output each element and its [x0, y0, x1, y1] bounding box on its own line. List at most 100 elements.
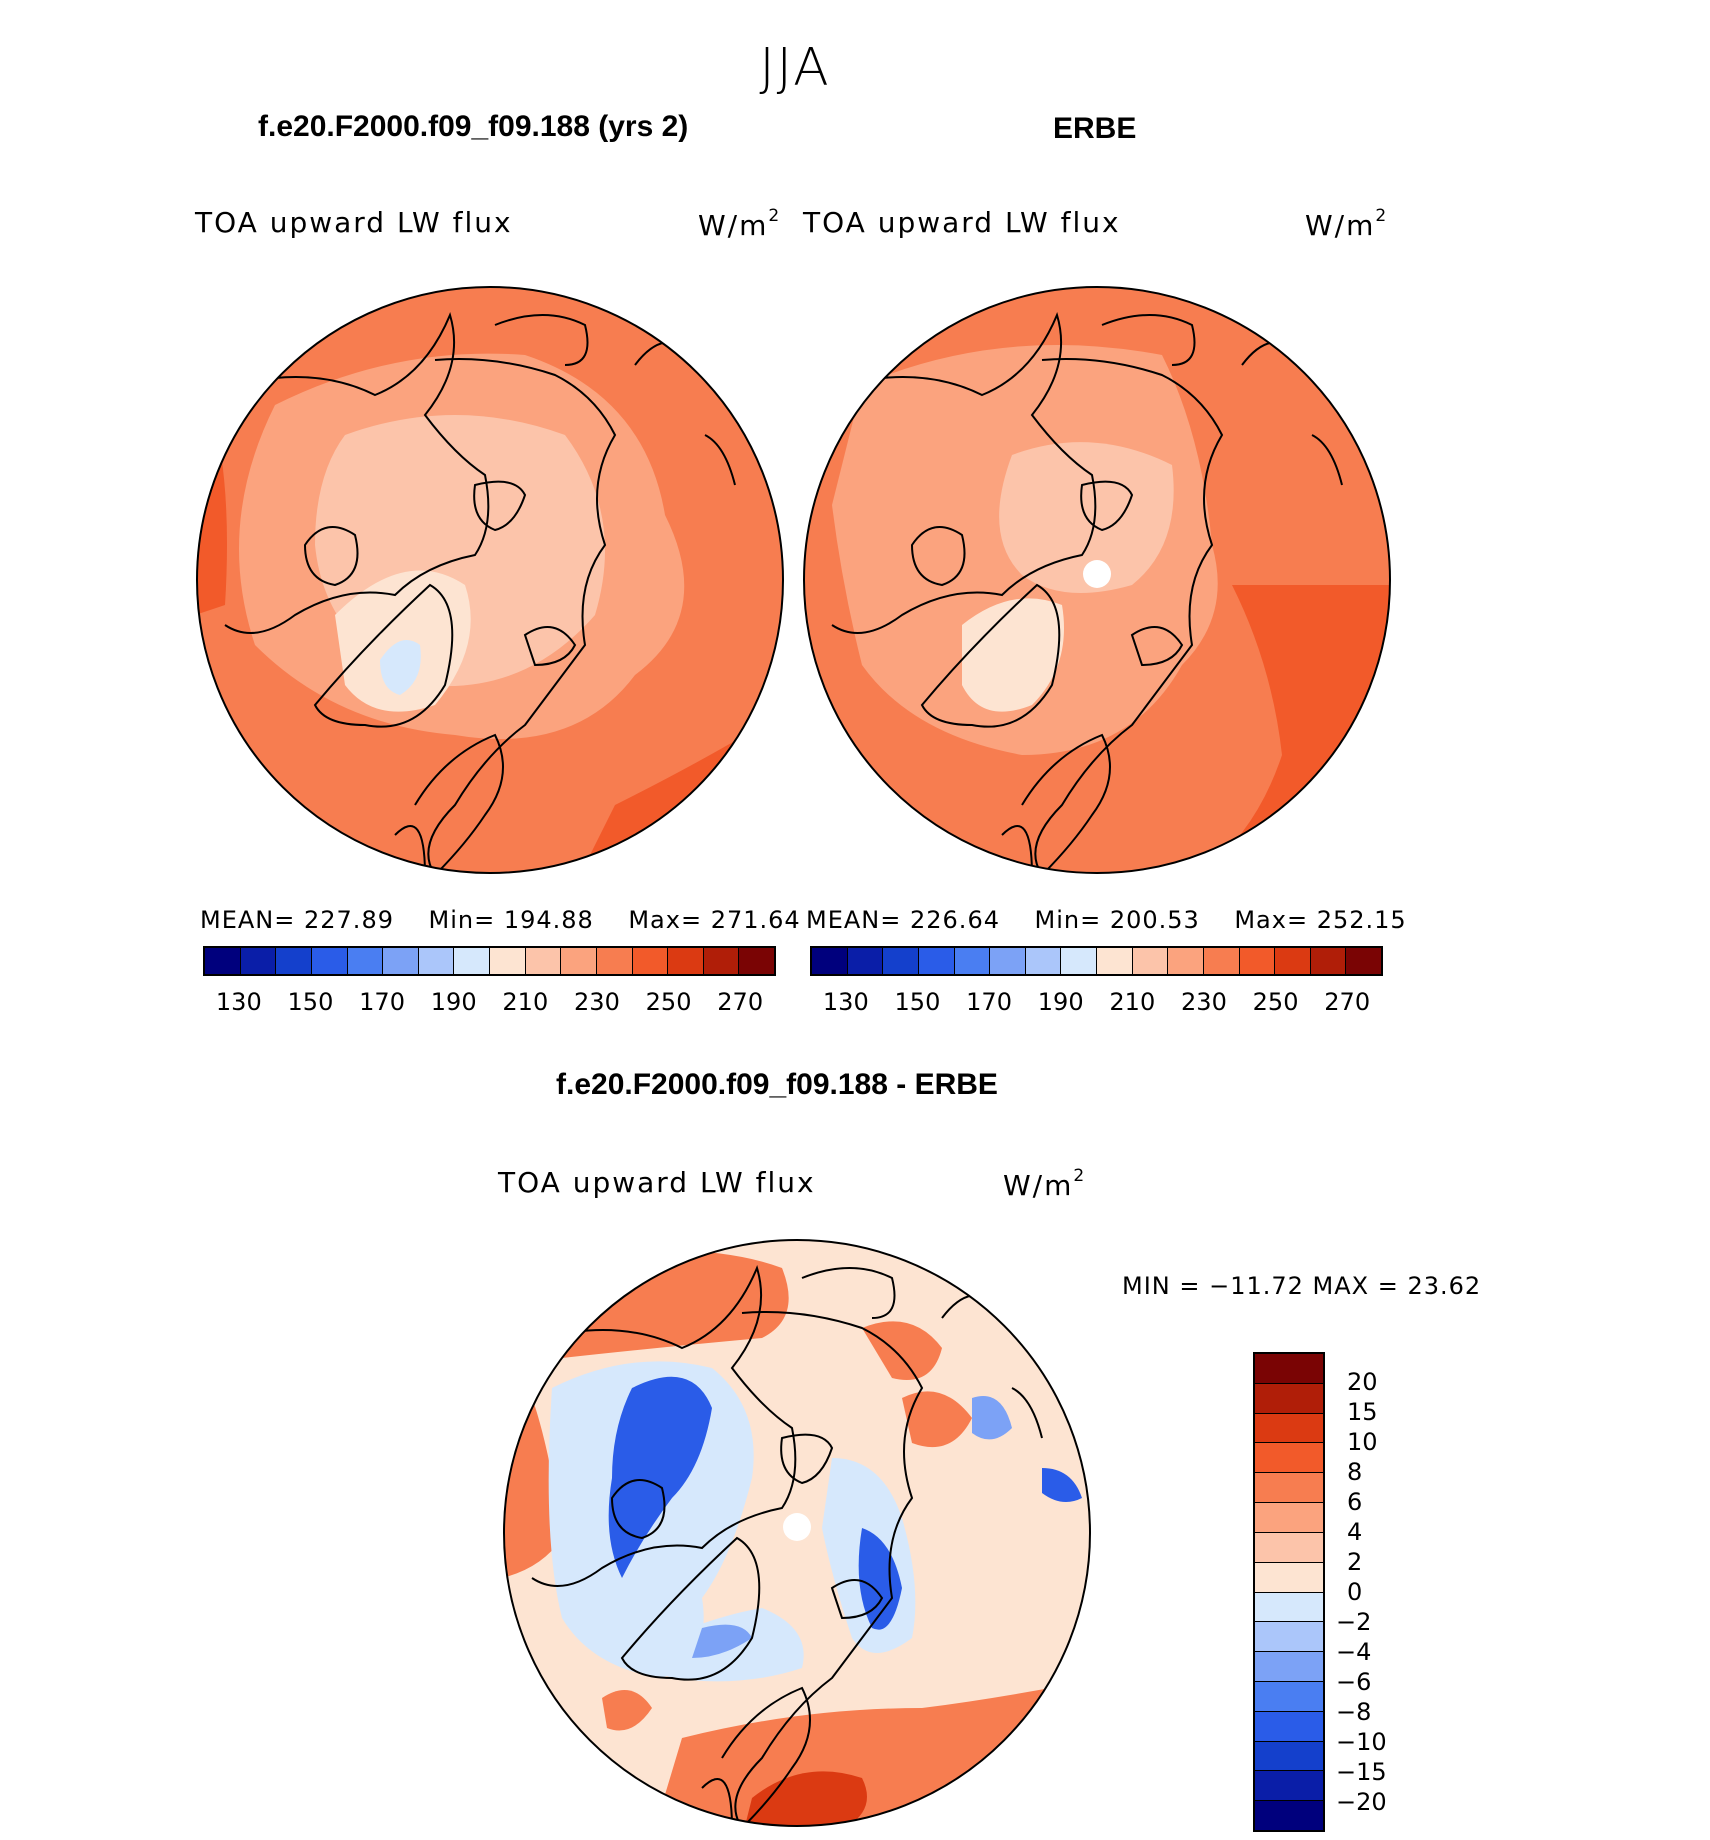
model-colorbar-cell [347, 948, 384, 974]
diff-colorbar-tick-label: −2 [1336, 1608, 1372, 1636]
obs-colorbar-cell [1025, 948, 1062, 974]
map-contour-region [742, 1771, 867, 1826]
model-polar-map [195, 285, 785, 875]
map-contour-region [862, 1321, 942, 1380]
obs-colorbar-cell [1346, 948, 1381, 974]
diff-colorbar-tick-label: 2 [1347, 1548, 1363, 1576]
model-stats: MEAN= 227.89 Min= 194.88 Max= 271.64 [200, 906, 801, 934]
diff-variable-label: TOA upward LW flux [498, 1166, 816, 1199]
model-colorbar-cell [739, 948, 774, 974]
model-units: W/m2 [698, 206, 780, 242]
obs-colorbar-cell [1097, 948, 1133, 974]
model-colorbar-cell [632, 948, 669, 974]
obs-colorbar-tick-label: 150 [894, 988, 941, 1016]
obs-colorbar-tick-label: 130 [822, 988, 869, 1016]
map-contour-region [962, 598, 1064, 712]
diff-colorbar-cell [1255, 1532, 1323, 1563]
obs-colorbar-cell [847, 948, 884, 974]
model-colorbar-cell [418, 948, 455, 974]
figure-title: JJA [759, 38, 831, 98]
obs-colorbar-tick-label: 250 [1252, 988, 1299, 1016]
map-contour-region [602, 1690, 652, 1731]
model-colorbar-tick-label: 230 [574, 988, 620, 1016]
model-colorbar-cell [525, 948, 562, 974]
diff-colorbar-cell [1255, 1622, 1323, 1653]
model-colorbar-cell [276, 948, 312, 974]
diff-colorbar-tick-label: −20 [1336, 1788, 1387, 1816]
obs-colorbar-tick-label: 190 [1037, 988, 1084, 1016]
map-contour-region [858, 1528, 902, 1630]
diff-colorbar-cell [1255, 1592, 1323, 1623]
model-colorbar-cell [454, 948, 490, 974]
model-colorbar-tick-label: 150 [287, 988, 334, 1016]
diff-colorbar-ticks: 20 15 10 8 6 4 2 0 −2 −4 −6 −8 −10 −15 −20 [1336, 1352, 1416, 1832]
model-colorbar-cell [490, 948, 526, 974]
diff-colorbar-tick-label: −10 [1336, 1728, 1387, 1756]
map-contour-region [608, 1376, 712, 1578]
diff-panel-title: f.e20.F2000.f09_f09.188 - ERBE [556, 1068, 998, 1101]
map-contour-region [692, 1624, 752, 1658]
diff-colorbar-tick-label: 10 [1347, 1428, 1378, 1456]
diff-colorbar-tick-label: 15 [1347, 1398, 1378, 1426]
obs-colorbar-cell [1168, 948, 1204, 974]
obs-colorbar-tick-label: 210 [1109, 988, 1156, 1016]
model-colorbar-cell [205, 948, 241, 974]
obs-panel-title: ERBE [1053, 112, 1137, 145]
obs-stats: MEAN= 226.64 Min= 200.53 Max= 252.15 [806, 906, 1407, 934]
obs-variable-label: TOA upward LW flux [803, 206, 1121, 239]
diff-colorbar-tick-label: 0 [1347, 1578, 1363, 1606]
model-colorbar-tick-label: 210 [502, 988, 549, 1016]
diff-colorbar-cell [1255, 1771, 1323, 1802]
model-colorbar-tick-label: 130 [215, 988, 262, 1016]
model-variable-label: TOA upward LW flux [195, 206, 513, 239]
obs-colorbar-cell [1239, 948, 1276, 974]
diff-colorbar-cell [1255, 1681, 1323, 1712]
map-contour-region [380, 640, 421, 695]
obs-polar-map [802, 285, 1392, 875]
diff-colorbar-tick-label: −6 [1336, 1668, 1372, 1696]
obs-colorbar-cell [812, 948, 848, 974]
obs-colorbar-cell [1061, 948, 1097, 974]
model-colorbar-ticks: 130 150 170 190 210 230 250 270 [203, 988, 776, 1018]
model-colorbar-cell [703, 948, 740, 974]
diff-colorbar-cell [1255, 1413, 1323, 1444]
obs-colorbar-cell [883, 948, 919, 974]
diff-polar-map [502, 1238, 1092, 1828]
model-colorbar-tick-label: 170 [359, 988, 405, 1016]
map-contour-region [902, 1391, 972, 1448]
model-colorbar-cell [311, 948, 348, 974]
diff-colorbar-tick-label: −8 [1336, 1698, 1372, 1726]
diff-colorbar-tick-label: 4 [1347, 1518, 1363, 1546]
diff-colorbar-tick-label: −4 [1336, 1638, 1372, 1666]
obs-colorbar-cell [954, 948, 991, 974]
obs-colorbar-cell [1132, 948, 1169, 974]
diff-minmax: MIN = −11.72 MAX = 23.62 [1122, 1272, 1482, 1300]
map-contour-region [972, 1396, 1012, 1440]
diff-colorbar-cell [1255, 1354, 1323, 1384]
obs-colorbar-cell [990, 948, 1026, 974]
obs-colorbar-tick-label: 170 [966, 988, 1012, 1016]
model-colorbar-tick-label: 250 [645, 988, 692, 1016]
diff-colorbar [1253, 1352, 1325, 1832]
diff-colorbar-cell [1255, 1652, 1323, 1682]
model-colorbar-tick-label: 270 [717, 988, 764, 1016]
obs-colorbar-cell [1310, 948, 1347, 974]
obs-colorbar-tick-label: 230 [1181, 988, 1227, 1016]
diff-colorbar-cell [1255, 1443, 1323, 1474]
model-colorbar-cell [240, 948, 277, 974]
diff-colorbar-cell [1255, 1711, 1323, 1742]
diff-colorbar-tick-label: 6 [1347, 1488, 1363, 1516]
obs-colorbar-cell [1275, 948, 1311, 974]
map-contour-region [1042, 1468, 1082, 1502]
obs-colorbar-ticks: 130 150 170 190 210 230 250 270 [810, 988, 1383, 1018]
model-colorbar [203, 946, 776, 976]
diff-colorbar-cell [1255, 1801, 1323, 1830]
diff-colorbar-tick-label: 20 [1347, 1368, 1378, 1396]
diff-colorbar-cell [1255, 1473, 1323, 1504]
model-colorbar-cell [668, 948, 704, 974]
model-colorbar-tick-label: 190 [430, 988, 477, 1016]
model-colorbar-cell [561, 948, 597, 974]
diff-colorbar-cell [1255, 1562, 1323, 1593]
model-panel-title: f.e20.F2000.f09_f09.188 (yrs 2) [258, 110, 689, 143]
diff-colorbar-cell [1255, 1503, 1323, 1533]
